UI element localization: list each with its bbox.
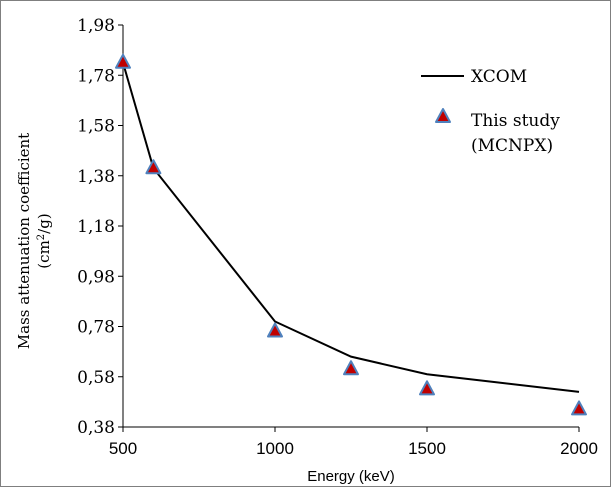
x-tick-label: 1000 [256,439,294,458]
y-tick-label: 1,38 [77,167,115,187]
y-axis-title-line1: Mass attenuation coefficient [15,133,33,349]
x-tick-label: 1500 [408,439,446,458]
legend-mcnpx-marker [435,108,451,123]
y-axis-unit-sup: 2 [36,234,47,240]
y-tick-label: 0,78 [77,318,115,338]
legend-xcom-label: XCOM [471,67,527,87]
y-tick-label: 1,98 [77,16,115,36]
legend-mcnpx-label-line1: This study [471,111,560,131]
mcnpx-point [145,159,162,175]
y-tick-label: 1,18 [77,217,115,237]
y-tick-labels: 0,38 0,58 0,78 0,98 1,18 1,38 1,58 1,78 1,98 [77,16,123,438]
y-tick-label: 0,98 [77,267,115,287]
mcnpx-point [571,400,587,416]
x-axis-title: Energy (keV) [307,468,395,485]
mcnpx-point [419,380,435,396]
y-axis-unit-suffix: /g) [35,213,53,234]
xcom-series [122,62,580,393]
y-tick-label: 0,38 [77,418,115,438]
y-tick-label: 1,58 [77,117,115,137]
y-axis-title-line2: (cm2/g) [35,213,53,268]
mcnpx-series [115,53,587,416]
xcom-line [122,62,580,393]
legend: XCOM This study (MCNPX) [421,67,560,156]
y-tick-label: 1,78 [77,66,115,86]
y-tick-label: 0,58 [77,368,115,388]
y-axis-unit-prefix: (cm [35,240,53,268]
mcnpx-point [343,360,359,376]
x-tick-label: 2000 [560,439,598,458]
x-tick-labels: 500 1000 1500 2000 [109,427,598,458]
legend-mcnpx-label-line2: (MCNPX) [471,136,553,156]
x-tick-label: 500 [109,439,137,458]
mcnpx-point [115,53,131,69]
mcnpx-point [267,322,283,338]
